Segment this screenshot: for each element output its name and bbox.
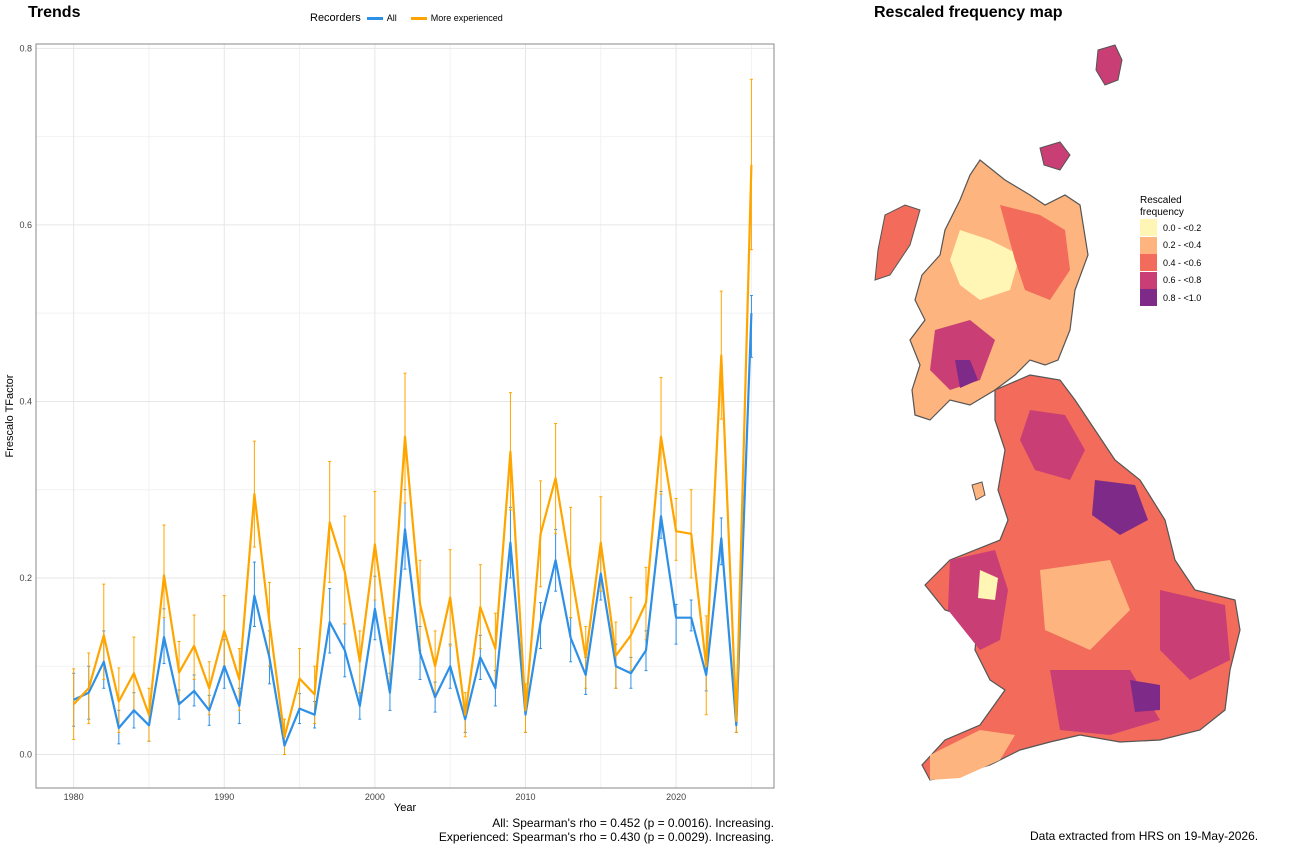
legend-title: Recorders: [310, 12, 361, 24]
x-tick-label: 1990: [214, 792, 234, 802]
map-region-southwest: [930, 730, 1015, 780]
y-tick-label: 0.6: [19, 220, 32, 230]
map-legend-title: Rescaled frequency: [1140, 195, 1210, 219]
map-legend-title-line2: frequency: [1140, 207, 1184, 218]
error-bar-layer: [72, 78, 753, 755]
y-axis-label: Frescalo TFactor: [4, 374, 16, 457]
map-legend-swatch: [1140, 254, 1157, 272]
map-region-wales-light: [978, 570, 998, 600]
map-region-highlands-light: [950, 230, 1020, 300]
map-legend-row: 0.2 - <0.4: [1140, 236, 1210, 255]
map-region-sw-scotland: [930, 320, 995, 390]
chart-legend: Recorders All More experienced: [310, 12, 511, 24]
trends-title: Trends: [28, 4, 81, 21]
map-outline: [874, 44, 1241, 781]
map-legend-swatch: [1140, 236, 1157, 254]
map-legend-swatch: [1140, 289, 1157, 307]
legend-label-all: All: [386, 13, 397, 23]
trends-chart: 1980 1990 2000 2010 2020 0.0 0.2 0.4 0.6 0.8 Year…: [4, 43, 775, 814]
map-region-shetland: [1095, 44, 1123, 86]
x-tick-label: 2020: [666, 792, 686, 802]
map-legend-label: 0.6 - <0.8: [1163, 275, 1202, 286]
map-legend-label: 0.0 - <0.2: [1163, 222, 1202, 233]
plot-frame: [35, 43, 775, 789]
map-legend-title-line1: Rescaled: [1140, 195, 1182, 206]
x-tick-label: 2000: [365, 792, 385, 802]
map-legend-swatch: [1140, 219, 1157, 237]
map-region-isle-of-man: [971, 481, 986, 501]
map-region-north-england-dark: [1020, 410, 1085, 480]
legend-swatch-experienced: [410, 16, 427, 20]
map-legend-row: 0.4 - <0.6: [1140, 254, 1210, 272]
map-region-hebrides: [874, 204, 921, 281]
map-region-west-dark: [955, 360, 978, 388]
y-tick-label: 0.4: [19, 396, 32, 406]
map-region-wales: [948, 550, 1008, 650]
map-legend-swatch: [1140, 271, 1157, 289]
legend-item-all: All: [366, 13, 397, 23]
map-legend-label: 0.2 - <0.4: [1163, 240, 1202, 251]
series-line-layer: [72, 164, 753, 747]
map-legend-label: 0.4 - <0.6: [1163, 257, 1202, 268]
data-source-note: Data extracted from HRS on 19-May-2026.: [1030, 829, 1259, 843]
map-region-east-anglia: [1160, 590, 1230, 680]
series-line-all: [73, 313, 753, 747]
map-region-south-dark: [1130, 680, 1160, 712]
map-legend-row: 0.8 - <1.0: [1140, 289, 1210, 307]
map-region-orkney: [1039, 141, 1071, 171]
map-legend-row: 0.0 - <0.2: [1140, 219, 1210, 237]
map-legend: Rescaled frequency 0.0 - <0.2 0.2 - <0.4…: [1140, 195, 1210, 307]
y-tick-label: 0.0: [19, 749, 32, 759]
legend-item-experienced: More experienced: [410, 13, 503, 23]
map-region-midlands: [1040, 560, 1130, 650]
series-line-experienced: [72, 164, 753, 738]
legend-label-experienced: More experienced: [430, 13, 503, 23]
y-tick-label: 0.2: [19, 573, 32, 583]
map-region-yorkshire-dark: [1092, 480, 1148, 535]
y-tick-label: 0.8: [19, 43, 32, 53]
map-legend-row: 0.6 - <0.8: [1140, 271, 1210, 290]
stats-experienced: Experienced: Spearman's rho = 0.430 (p =…: [438, 830, 774, 844]
x-tick-label: 1980: [64, 792, 84, 802]
x-tick-label: 2010: [515, 792, 535, 802]
legend-swatch-all: [366, 16, 383, 20]
frequency-map: [874, 44, 1241, 781]
map-title: Rescaled frequency map: [874, 4, 1063, 21]
map-legend-label: 0.8 - <1.0: [1163, 292, 1202, 303]
map-region-highlands-mid: [1000, 205, 1070, 300]
tick-layer: 1980 1990 2000 2010 2020 0.0 0.2 0.4 0.6 0.8: [19, 43, 686, 802]
x-axis-label: Year: [394, 802, 417, 814]
stats-all: All: Spearman's rho = 0.452 (p = 0.0016)…: [492, 816, 774, 830]
stats-footer: All: Spearman's rho = 0.452 (p = 0.0016)…: [439, 816, 774, 844]
